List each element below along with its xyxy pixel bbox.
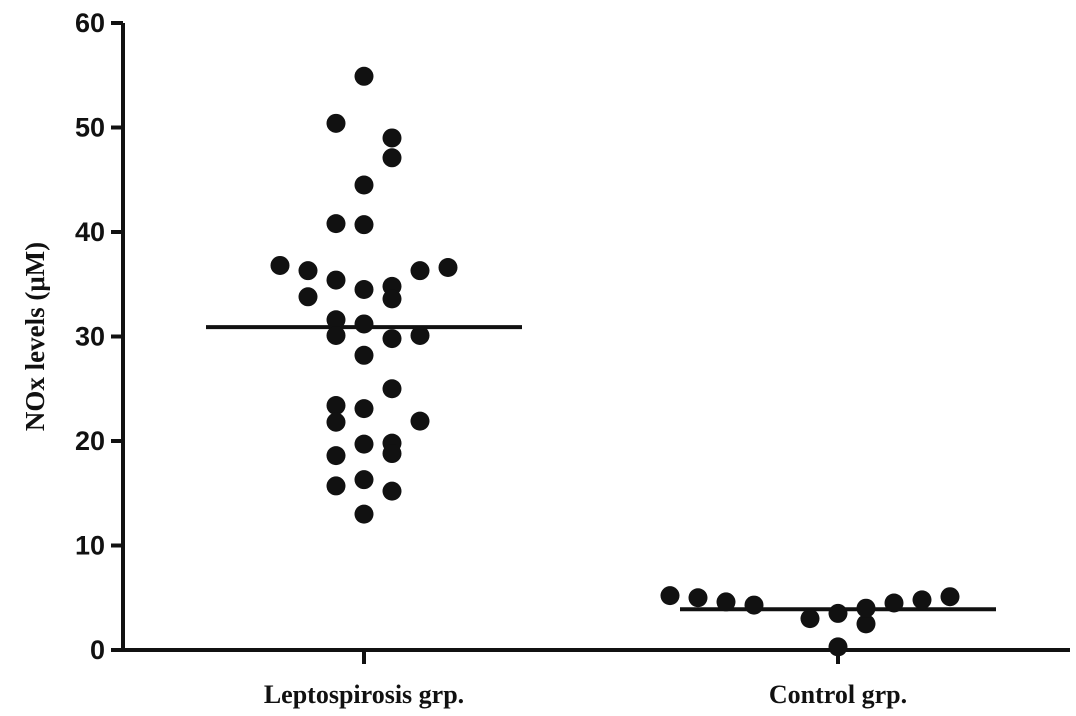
data-point	[912, 590, 932, 610]
y-tick-label: 50	[75, 113, 105, 143]
data-point	[298, 261, 318, 281]
data-point	[800, 609, 820, 629]
data-point	[382, 289, 402, 309]
data-point	[688, 588, 708, 608]
data-point	[382, 444, 402, 464]
data-point	[354, 314, 374, 334]
data-point	[298, 287, 318, 307]
data-point	[326, 310, 346, 330]
data-point	[326, 395, 346, 415]
x-category-label: Leptospirosis grp.	[264, 680, 464, 709]
data-point	[354, 66, 374, 86]
data-point	[744, 595, 764, 615]
y-tick-label: 30	[75, 322, 105, 352]
data-point	[326, 214, 346, 234]
data-point	[354, 345, 374, 365]
x-category-label: Control grp.	[769, 680, 907, 709]
data-point	[270, 255, 290, 275]
data-point	[354, 434, 374, 454]
data-point	[856, 598, 876, 618]
data-point	[326, 325, 346, 345]
data-point	[326, 446, 346, 466]
data-point	[828, 603, 848, 623]
data-point	[410, 325, 430, 345]
data-point	[326, 412, 346, 432]
data-point	[382, 481, 402, 501]
data-point	[382, 128, 402, 148]
data-points	[270, 66, 960, 657]
data-point	[354, 279, 374, 299]
axes	[121, 23, 1070, 652]
data-point	[940, 587, 960, 607]
y-tick-label: 40	[75, 217, 105, 247]
data-point	[326, 476, 346, 496]
y-tick-label: 10	[75, 531, 105, 561]
data-point	[382, 148, 402, 168]
data-point	[326, 270, 346, 290]
x-ticks: Leptospirosis grp. Control grp.	[264, 650, 907, 709]
data-point	[828, 637, 848, 657]
y-ticks: 0 10 20 30 40 50 60	[75, 8, 123, 665]
mean-lines	[206, 325, 996, 612]
data-point	[438, 258, 458, 278]
data-point	[354, 399, 374, 419]
y-tick-label: 0	[90, 635, 105, 665]
data-point	[354, 175, 374, 195]
data-point	[354, 470, 374, 490]
y-axis-title: NOx levels (μM)	[20, 242, 50, 431]
data-point	[716, 592, 736, 612]
data-point	[884, 593, 904, 613]
data-point	[354, 215, 374, 235]
y-tick-label: 20	[75, 426, 105, 456]
y-tick-label: 60	[75, 8, 105, 38]
data-point	[856, 614, 876, 634]
data-point	[382, 379, 402, 399]
data-point	[326, 113, 346, 133]
data-point	[382, 329, 402, 349]
data-point	[410, 261, 430, 281]
data-point	[410, 411, 430, 431]
data-point	[660, 586, 680, 606]
data-point	[354, 504, 374, 524]
